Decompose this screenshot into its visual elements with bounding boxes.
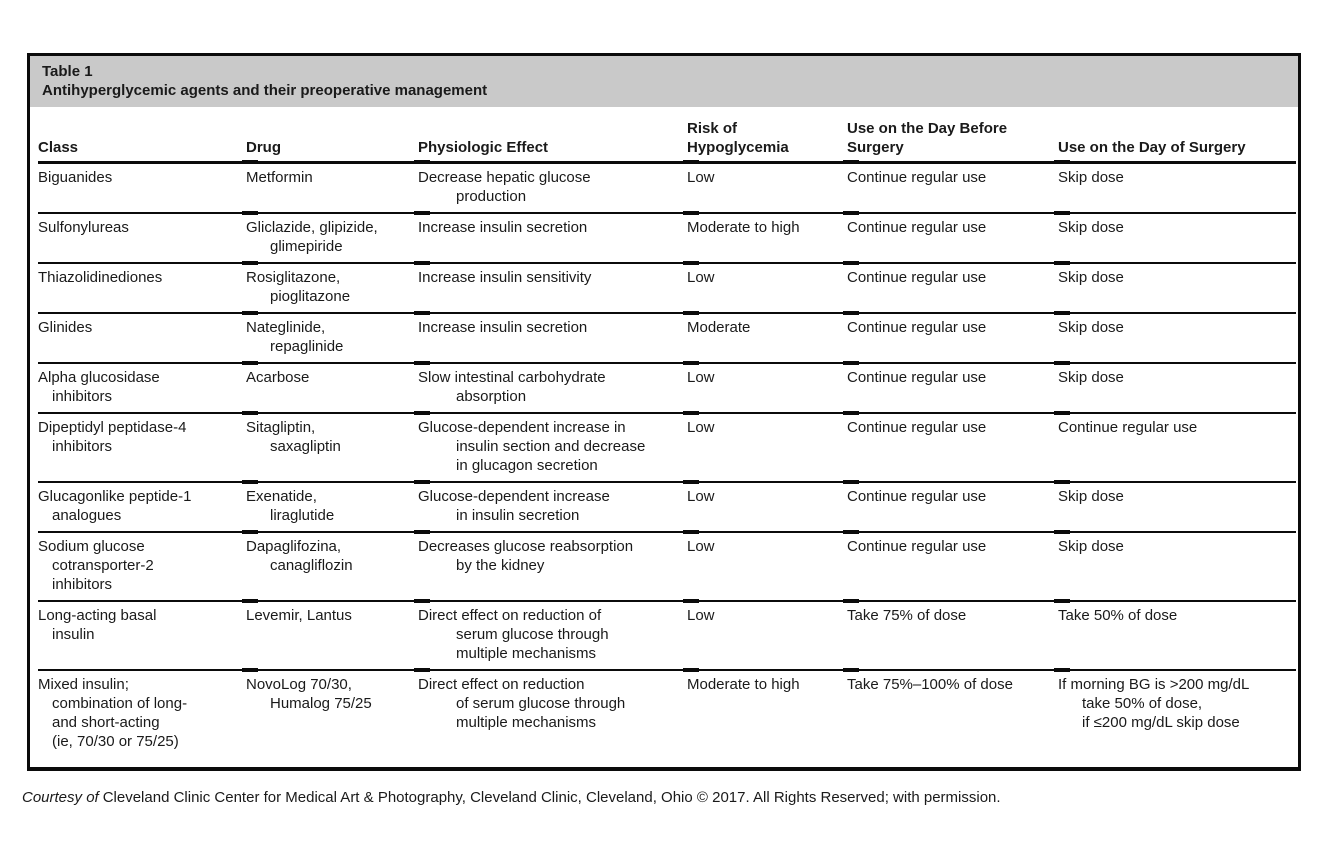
cell-class: Biguanides [38, 162, 246, 214]
table-figure: Table 1 Antihyperglycemic agents and the… [27, 53, 1301, 771]
table-label: Table 1 [42, 63, 93, 80]
cell-class: Mixed insulin; combination of long- and … [38, 676, 188, 750]
column-header-day-of: Use on the Day of Surgery [1054, 107, 1296, 164]
cell-day-of: Skip dose [1054, 363, 1296, 414]
cell-effect: Direct effect on reduction of serum gluc… [418, 676, 626, 731]
cell-drug: Rosiglitazone, pioglitazone [242, 263, 418, 314]
cell-day-before: Take 75% of dose [843, 601, 1058, 671]
cell-drug: Levemir, Lantus [242, 601, 418, 671]
cell-risk: Low [683, 413, 847, 483]
cell-day-of: Continue regular use [1054, 413, 1296, 483]
cell-day-of: Skip dose [1054, 482, 1296, 533]
cell-risk: Low [683, 162, 847, 214]
cell-drug: Sitagliptin, saxagliptin [242, 413, 418, 483]
cell-drug: Exenatide, liraglutide [242, 482, 418, 533]
column-header-class: Class [38, 107, 246, 164]
cell-class: Alpha glucosidase inhibitors [38, 363, 246, 414]
cell-effect: Increase insulin secretion [414, 313, 687, 364]
column-header-drug: Drug [242, 107, 418, 164]
cell-risk: Moderate to high [687, 676, 800, 693]
table-row: Glucagonlike peptide-1 analogues Exenati… [38, 482, 1296, 533]
column-header-risk: Risk of Hypoglycemia [683, 107, 847, 164]
cell-risk: Low [683, 482, 847, 533]
cell-day-before: Continue regular use [843, 363, 1058, 414]
cell-class: Glucagonlike peptide-1 analogues [38, 482, 246, 533]
cell-day-before: Continue regular use [843, 482, 1058, 533]
cell-risk: Moderate to high [683, 213, 847, 264]
cell-effect: Decreases glucose reabsorption by the ki… [414, 532, 687, 602]
cell-drug: Metformin [242, 162, 418, 214]
column-header-effect: Physiologic Effect [414, 107, 687, 164]
cell-day-before: Continue regular use [843, 532, 1058, 602]
cell-drug: Gliclazide, glipizide, glimepiride [242, 213, 418, 264]
cell-risk: Low [683, 363, 847, 414]
cell-day-of: Take 50% of dose [1054, 601, 1296, 671]
table-row: Sodium glucose cotransporter-2 inhibitor… [38, 532, 1296, 602]
cell-day-of: Skip dose [1054, 313, 1296, 364]
cell-risk: Low [683, 263, 847, 314]
cell-day-of: If morning BG is >200 mg/dL take 50% of … [1058, 676, 1250, 731]
table-row: Glinides Nateglinide, repaglinide Increa… [38, 313, 1296, 364]
cell-day-before: Continue regular use [843, 413, 1058, 483]
table-title: Antihyperglycemic agents and their preop… [42, 82, 488, 99]
cell-risk: Moderate [683, 313, 847, 364]
cell-effect: Glucose-dependent increase in insulin se… [414, 482, 687, 533]
cell-effect: Slow intestinal carbohydrate absorption [414, 363, 687, 414]
header-row: Class Drug Physiologic Effect Risk of Hy… [38, 107, 1296, 164]
cell-drug: Dapaglifozina, canagliflozin [242, 532, 418, 602]
cell-day-before: Take 75%–100% of dose [847, 676, 1013, 693]
data-table: Class Drug Physiologic Effect Risk of Hy… [38, 107, 1296, 757]
cell-class: Dipeptidyl peptidase-4 inhibitors [38, 413, 246, 483]
cell-class: Long-acting basal insulin [38, 601, 246, 671]
cell-day-before: Continue regular use [843, 162, 1058, 214]
cell-drug: Nateglinide, repaglinide [242, 313, 418, 364]
cell-class: Thiazolidinediones [38, 263, 246, 314]
table-row: Long-acting basal insulin Levemir, Lantu… [38, 601, 1296, 671]
table-row: Thiazolidinediones Rosiglitazone, piogli… [38, 263, 1296, 314]
table-row: Alpha glucosidase inhibitors Acarbose Sl… [38, 363, 1296, 414]
cell-day-of: Skip dose [1054, 532, 1296, 602]
courtesy-note-text: Cleveland Clinic Center for Medical Art … [102, 789, 1001, 806]
table-row: Mixed insulin; combination of long- and … [38, 670, 1296, 757]
courtesy-note: Courtesy of Cleveland Clinic Center for M… [22, 788, 1001, 808]
table-caption-band: Table 1 Antihyperglycemic agents and the… [30, 56, 1298, 107]
column-header-day-before: Use on the Day Before Surgery [843, 107, 1058, 164]
cell-effect: Decrease hepatic glucose production [414, 162, 687, 214]
cell-risk: Low [683, 532, 847, 602]
cell-effect: Increase insulin sensitivity [414, 263, 687, 314]
cell-class: Sodium glucose cotransporter-2 inhibitor… [38, 532, 246, 602]
cell-class: Glinides [38, 313, 246, 364]
cell-drug: NovoLog 70/30, Humalog 75/25 [246, 676, 372, 712]
cell-effect: Direct effect on reduction of serum gluc… [414, 601, 687, 671]
courtesy-note-lead: Courtesy of [22, 789, 99, 806]
cell-effect: Glucose-dependent increase in insulin se… [414, 413, 687, 483]
cell-risk: Low [683, 601, 847, 671]
cell-effect: Increase insulin secretion [414, 213, 687, 264]
table-row: Sulfonylureas Gliclazide, glipizide, gli… [38, 213, 1296, 264]
cell-day-before: Continue regular use [843, 313, 1058, 364]
cell-class: Sulfonylureas [38, 213, 246, 264]
table-row: Dipeptidyl peptidase-4 inhibitors Sitagl… [38, 413, 1296, 483]
table-row: Biguanides Metformin Decrease hepatic gl… [38, 162, 1296, 214]
cell-day-of: Skip dose [1054, 263, 1296, 314]
cell-day-of: Skip dose [1054, 162, 1296, 214]
cell-drug: Acarbose [242, 363, 418, 414]
cell-day-of: Skip dose [1054, 213, 1296, 264]
cell-day-before: Continue regular use [843, 263, 1058, 314]
cell-day-before: Continue regular use [843, 213, 1058, 264]
